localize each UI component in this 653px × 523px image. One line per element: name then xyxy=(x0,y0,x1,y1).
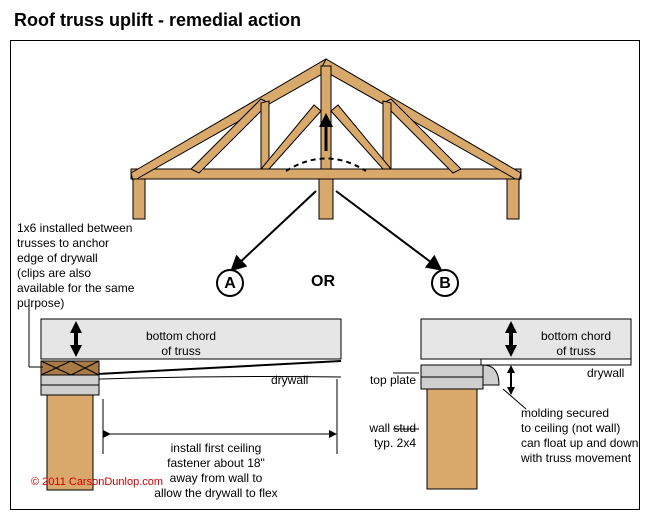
marker-a: A xyxy=(216,269,244,297)
drywall-a-label: drywall xyxy=(271,373,308,388)
bottom-chord-b-label: bottom chord of truss xyxy=(541,329,611,359)
diagram-frame: A OR B xyxy=(10,40,640,510)
drywall-b-label: drywall xyxy=(587,366,624,381)
install-note: install first ceiling fastener about 18"… xyxy=(131,441,301,501)
marker-b: B xyxy=(431,269,459,297)
page-title: Roof truss uplift - remedial action xyxy=(14,10,301,31)
copyright: © 2011 CarsonDunlop.com xyxy=(31,476,163,488)
note-1x6: 1x6 installed between trusses to anchor … xyxy=(17,221,147,311)
molding-note: molding secured to ceiling (not wall) ca… xyxy=(521,406,641,466)
top-plate-label: top plate xyxy=(361,373,416,388)
wall-stud-label: wall stud typ. 2x4 xyxy=(361,421,416,451)
or-label: OR xyxy=(311,273,335,291)
bottom-chord-a-label: bottom chord of truss xyxy=(146,329,216,359)
